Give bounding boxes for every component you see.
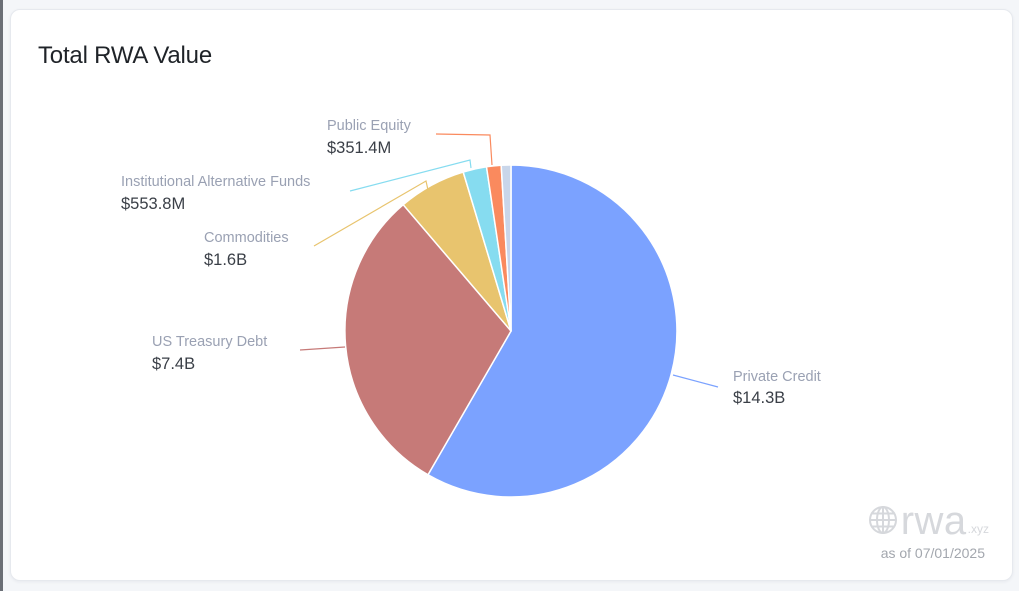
value-institutional-alternative-funds: $553.8M [121,195,185,213]
leader-institutional-alternative-funds [349,159,472,192]
rwa-watermark: rwa .xyz [868,499,989,543]
globe-icon [868,506,897,534]
card-title: Total RWA Value [38,42,212,69]
label-us-treasury-debt: US Treasury Debt [152,334,267,350]
leader-us-treasury-debt [299,346,346,351]
label-private-credit: Private Credit [733,369,821,385]
slice-us-treasury-debt[interactable] [344,203,512,476]
as-of-date: as of 07/01/2025 [880,545,985,561]
watermark-brand: rwa [900,499,967,543]
value-private-credit: $14.3B [733,389,785,407]
leader-private-credit [672,374,719,388]
slice-unlabeled[interactable] [500,164,512,332]
leader-lines [299,133,719,388]
value-commodities: $1.6B [204,251,247,269]
window-edge [0,0,3,591]
label-institutional-alternative-funds: Institutional Alternative Funds [121,174,310,190]
label-commodities: Commodities [204,230,289,246]
label-public-equity: Public Equity [327,118,412,134]
watermark-tld: .xyz [967,522,989,536]
slice-labels: Private Credit $14.3B US Treasury Debt $… [121,118,821,407]
slice-private-credit[interactable] [427,164,678,498]
value-us-treasury-debt: $7.4B [152,355,195,373]
value-public-equity: $351.4M [327,139,391,157]
leader-public-equity [435,133,493,166]
pie-slices [344,164,678,498]
leader-commodities [313,180,429,247]
